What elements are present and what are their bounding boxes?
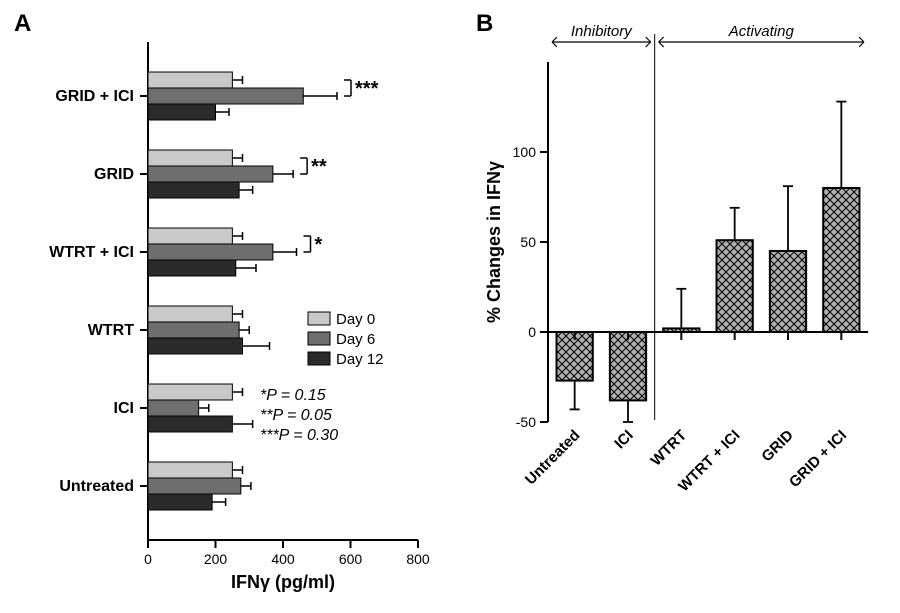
svg-text:Inhibitory: Inhibitory <box>571 23 633 40</box>
svg-text:ICI: ICI <box>114 400 134 417</box>
svg-text:***: *** <box>355 78 379 100</box>
svg-text:600: 600 <box>339 551 363 567</box>
svg-text:GRID: GRID <box>94 166 134 183</box>
figure: A B 0200400600800IFNγ (pg/ml)GRID + ICIG… <box>0 0 900 613</box>
svg-text:ICI: ICI <box>611 427 637 453</box>
panel-b-chart: -50 0 50 100 % Changes in IFNγ Untreated ICI WT… <box>470 0 900 600</box>
svg-text:Day 12: Day 12 <box>336 351 384 368</box>
svg-text:0: 0 <box>144 551 152 567</box>
svg-text:*P = 0.15: *P = 0.15 <box>260 387 326 404</box>
svg-text:200: 200 <box>204 551 228 567</box>
svg-text:% Changes in IFNγ: % Changes in IFNγ <box>484 161 504 323</box>
svg-text:***P = 0.30: ***P = 0.30 <box>260 427 338 444</box>
svg-text:400: 400 <box>271 551 295 567</box>
svg-text:GRID + ICI: GRID + ICI <box>786 427 850 491</box>
svg-text:Activating: Activating <box>728 23 795 40</box>
svg-text:WTRT: WTRT <box>88 322 134 339</box>
panel-a-chart: 0 200 400 600 800 IFNγ (pg/ml) GRID + ICI GRID W… <box>0 0 470 600</box>
svg-text:100: 100 <box>513 144 537 160</box>
svg-text:Day 0: Day 0 <box>336 311 375 328</box>
svg-text:WTRT: WTRT <box>648 427 691 470</box>
svg-text:Untreated: Untreated <box>522 427 584 489</box>
svg-text:**: ** <box>311 156 327 178</box>
svg-text:GRID + ICI: GRID + ICI <box>55 88 134 105</box>
svg-text:GRID: GRID <box>758 427 797 466</box>
svg-text:-50: -50 <box>516 414 536 430</box>
svg-text:0: 0 <box>528 324 536 340</box>
svg-text:Untreated: Untreated <box>59 478 134 495</box>
svg-text:Day 6: Day 6 <box>336 331 375 348</box>
svg-text:**P = 0.05: **P = 0.05 <box>260 407 332 424</box>
svg-text:WTRT + ICI: WTRT + ICI <box>49 244 134 261</box>
svg-text:50: 50 <box>520 234 536 250</box>
svg-text:IFNγ (pg/ml): IFNγ (pg/ml) <box>231 572 335 592</box>
svg-text:*: * <box>315 234 323 256</box>
svg-text:800: 800 <box>406 551 430 567</box>
